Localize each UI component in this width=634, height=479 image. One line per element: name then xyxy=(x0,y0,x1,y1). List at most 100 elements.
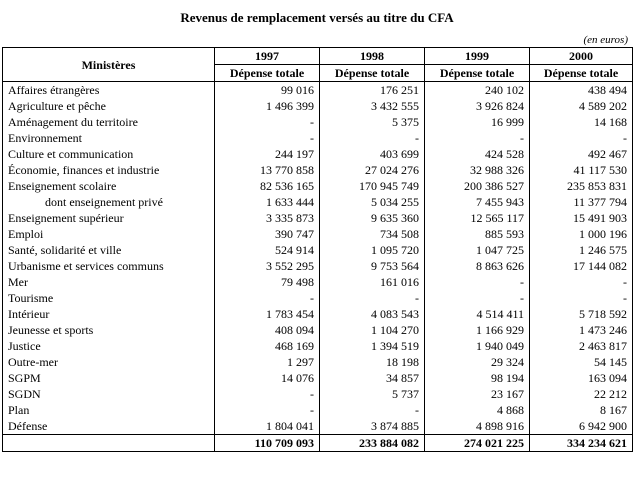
value-cell: 1 095 720 xyxy=(319,242,425,258)
value-cell: 163 094 xyxy=(529,370,633,386)
value-cell: 524 914 xyxy=(214,242,320,258)
value-cell: 8 863 626 xyxy=(424,258,530,274)
value-cell: 176 251 xyxy=(319,81,425,98)
table-row: Santé, solidarité et ville 524 914 1 095 7… xyxy=(2,242,633,258)
value-cell: 23 167 xyxy=(424,386,530,402)
total-label-cell xyxy=(2,434,215,452)
table-row: Plan - -4 868 8 167 xyxy=(2,402,633,418)
ministry-label: Tourisme xyxy=(2,290,215,306)
value-cell: 1 940 049 xyxy=(424,338,530,354)
value-cell: 1 297 xyxy=(214,354,320,370)
value-cell: - xyxy=(424,274,530,290)
ministry-label: SGPM xyxy=(2,370,215,386)
table-header: Ministères 1997 1998 1999 2000 Dépense t… xyxy=(2,47,633,82)
value-cell: 13 770 858 xyxy=(214,162,320,178)
subheader-row: Dépense totale Dépense totale Dépense to… xyxy=(3,64,633,82)
ministry-label: Économie, finances et industrie xyxy=(2,162,215,178)
ministry-label: Agriculture et pêche xyxy=(2,98,215,114)
value-cell: 9 635 360 xyxy=(319,210,425,226)
table-row: Urbanisme et services communs 3 552 295 9 … xyxy=(2,258,633,274)
value-cell: 41 117 530 xyxy=(529,162,633,178)
value-cell: 34 857 xyxy=(319,370,425,386)
value-cell: 1 633 444 xyxy=(214,194,320,210)
value-cell: - xyxy=(214,290,320,306)
ministry-label: Outre-mer xyxy=(2,354,215,370)
value-cell: 32 988 326 xyxy=(424,162,530,178)
value-cell: 7 455 943 xyxy=(424,194,530,210)
value-cell: 5 737 xyxy=(319,386,425,402)
total-1997: 110 709 093 xyxy=(214,434,320,452)
ministry-label: dont enseignement privé xyxy=(2,194,215,210)
ministry-label: Urbanisme et services communs xyxy=(2,258,215,274)
value-cell: - xyxy=(424,290,530,306)
table-row: Outre-mer 1 297 18 198 29 324 54 145 xyxy=(2,354,633,370)
value-cell: 17 144 082 xyxy=(529,258,633,274)
total-row: 110 709 093 233 884 082 274 021 225 334 … xyxy=(2,434,633,452)
value-cell: 1 104 270 xyxy=(319,322,425,338)
value-cell: 4 589 202 xyxy=(529,98,633,114)
value-cell: 1 246 575 xyxy=(529,242,633,258)
value-cell: 3 335 873 xyxy=(214,210,320,226)
value-cell: 438 494 xyxy=(529,81,633,98)
total-2000: 334 234 621 xyxy=(529,434,633,452)
table-row: Économie, finances et industrie 13 770 85… xyxy=(2,162,633,178)
subheader-1999: Dépense totale xyxy=(424,64,530,82)
value-cell: 1 166 929 xyxy=(424,322,530,338)
ministry-label: Jeunesse et sports xyxy=(2,322,215,338)
value-cell: - xyxy=(529,274,633,290)
value-cell: 4 083 543 xyxy=(319,306,425,322)
value-cell: 1 047 725 xyxy=(424,242,530,258)
table-footer: 110 709 093 233 884 082 274 021 225 334 … xyxy=(2,434,633,452)
value-cell: 408 094 xyxy=(214,322,320,338)
value-cell: 1 473 246 xyxy=(529,322,633,338)
total-1998: 233 884 082 xyxy=(319,434,425,452)
table-row: Défense 1 804 041 3 874 885 4 898 916 6 942 … xyxy=(2,418,633,435)
value-cell: 5 034 255 xyxy=(319,194,425,210)
value-cell: 161 016 xyxy=(319,274,425,290)
value-cell: 6 942 900 xyxy=(529,418,633,435)
ministry-label: Santé, solidarité et ville xyxy=(2,242,215,258)
year-header-2000: 2000 xyxy=(529,47,633,65)
total-1999: 274 021 225 xyxy=(424,434,530,452)
table-row: Emploi 390 747 734 508 885 593 1 000 196 xyxy=(2,226,633,242)
ministry-label: Intérieur xyxy=(2,306,215,322)
ministry-column-header: Ministères xyxy=(2,47,215,82)
value-cell: 18 198 xyxy=(319,354,425,370)
value-cell: 79 498 xyxy=(214,274,320,290)
ministry-label: Enseignement supérieur xyxy=(2,210,215,226)
value-cell: 4 514 411 xyxy=(424,306,530,322)
value-cell: 9 753 564 xyxy=(319,258,425,274)
value-cell: 424 528 xyxy=(424,146,530,162)
table-row: Mer 79 498 161 016- - xyxy=(2,274,633,290)
subheader-1998: Dépense totale xyxy=(319,64,425,82)
ministry-label: Aménagement du territoire xyxy=(2,114,215,130)
table-row: Agriculture et pêche 1 496 399 3 432 555 3 … xyxy=(2,98,633,114)
year-header-1997: 1997 xyxy=(214,47,320,65)
table-row: Intérieur 1 783 454 4 083 543 4 514 411 5 71… xyxy=(2,306,633,322)
value-cell: 1 394 519 xyxy=(319,338,425,354)
ministry-label: Enseignement scolaire xyxy=(2,178,215,194)
value-cell: 2 463 817 xyxy=(529,338,633,354)
ministry-label: Culture et communication xyxy=(2,146,215,162)
value-cell: 468 169 xyxy=(214,338,320,354)
table-row: Aménagement du territoire -5 375 16 999 14 … xyxy=(2,114,633,130)
year-header-1998: 1998 xyxy=(319,47,425,65)
value-cell: 29 324 xyxy=(424,354,530,370)
value-cell: 14 076 xyxy=(214,370,320,386)
value-cell: 22 212 xyxy=(529,386,633,402)
value-cell: - xyxy=(214,386,320,402)
table-row: Tourisme - - - - xyxy=(2,290,633,306)
value-cell: - xyxy=(319,130,425,146)
value-cell: 5 718 592 xyxy=(529,306,633,322)
table-row: Enseignement supérieur 3 335 873 9 635 360… xyxy=(2,210,633,226)
currency-note: (en euros) xyxy=(583,34,629,46)
value-cell: 170 945 749 xyxy=(319,178,425,194)
table-row: dont enseignement privé 1 633 444 5 034 25… xyxy=(2,194,633,210)
value-cell: - xyxy=(424,130,530,146)
value-cell: 15 491 903 xyxy=(529,210,633,226)
value-cell: 1 804 041 xyxy=(214,418,320,435)
value-cell: 54 145 xyxy=(529,354,633,370)
ministry-label: Mer xyxy=(2,274,215,290)
value-cell: 1 000 196 xyxy=(529,226,633,242)
